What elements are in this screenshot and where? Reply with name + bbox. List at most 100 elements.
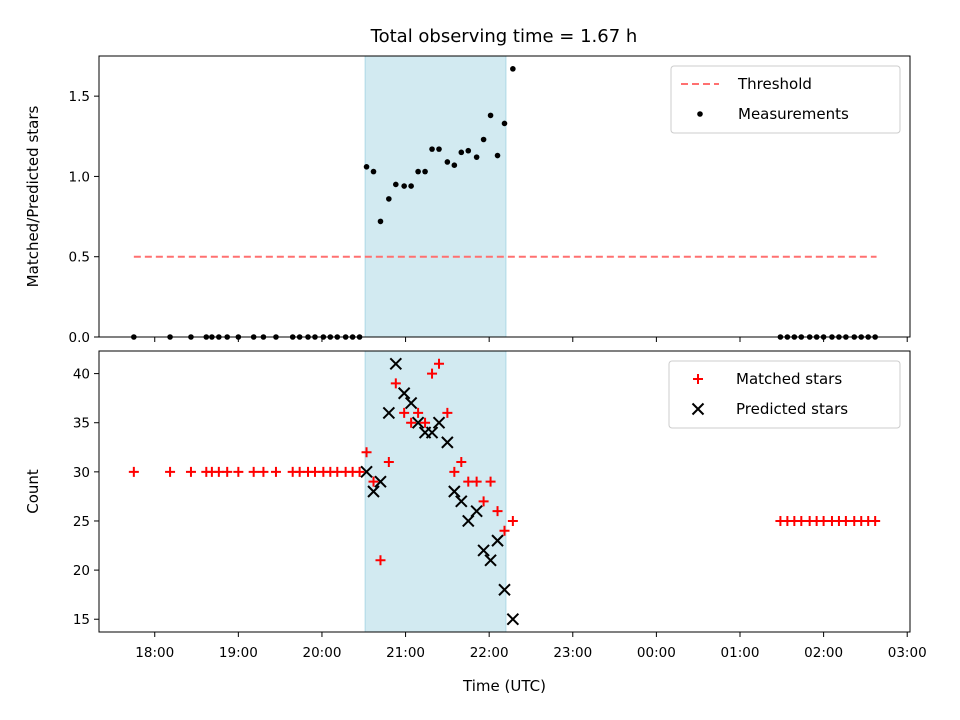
x-tick-label: 03:00 (888, 645, 927, 661)
x-tick-label: 21:00 (386, 645, 425, 661)
predicted-star-point (484, 554, 497, 567)
predicted-star-point (477, 544, 490, 557)
x-axis-label: Time (UTC) (462, 677, 546, 695)
matched-star-point (390, 378, 401, 389)
predicted-star-point (389, 357, 403, 370)
matched-star-point (248, 466, 259, 477)
legend-label: Predicted stars (736, 400, 848, 418)
legend-predicted-swatch (691, 402, 705, 416)
y-tick-label: 40 (73, 367, 90, 383)
predicted-star-point (404, 396, 418, 410)
y-tick-label: 15 (73, 612, 90, 628)
measurement-point (510, 66, 516, 72)
ratio-observing-window (364, 55, 507, 338)
predicted-star-point (411, 416, 425, 429)
matched-star-point (796, 515, 807, 526)
matched-star-point (471, 476, 482, 487)
matched-star-point (870, 515, 881, 526)
x-tick-label: 20:00 (303, 645, 342, 661)
matched-star-point (399, 407, 410, 418)
matched-star-point (368, 476, 379, 487)
x-tick-label: 18:00 (135, 645, 174, 661)
y-tick-label: 0.5 (69, 250, 90, 266)
matched-star-point (507, 515, 518, 526)
matched-star-point (463, 476, 474, 487)
matched-star-point (818, 515, 829, 526)
legend-label: Matched stars (736, 370, 842, 388)
matched-star-point (478, 496, 489, 507)
x-tick-label: 23:00 (553, 645, 592, 661)
count-series-1 (360, 357, 520, 626)
count-panel: 15 20 25 30 35 40 18:00 19:00 20:00 21:00 22:00 23:… (24, 350, 927, 695)
legend-label: Measurements (738, 105, 849, 123)
legend-label: Threshold (737, 75, 812, 93)
predicted-star-point (462, 514, 475, 528)
count-axes-frame (98, 350, 911, 633)
measurement-point (370, 168, 377, 175)
ratio-y-axis-label: Matched/Predicted stars (24, 106, 42, 288)
matched-star-point (185, 466, 196, 477)
ratio-axes-frame (98, 55, 911, 338)
matched-star-point (361, 447, 372, 458)
matched-star-point (258, 466, 269, 477)
measurement-point (480, 136, 487, 143)
y-tick-label: 1.0 (69, 169, 90, 185)
predicted-star-point (397, 387, 411, 400)
predicted-star-point (360, 465, 373, 479)
matched-star-point (332, 466, 343, 477)
matched-star-point (128, 466, 139, 477)
matched-star-point (413, 407, 424, 418)
matched-star-point (420, 417, 431, 428)
measurement-point (473, 154, 480, 160)
ratio-legend: Threshold Measurements (670, 65, 901, 134)
matched-star-point (449, 466, 460, 477)
matched-star-point (492, 506, 503, 517)
measurement-point (363, 163, 370, 170)
y-tick-label: 35 (73, 416, 90, 432)
matched-star-point (165, 466, 176, 477)
measurement-point (415, 168, 421, 175)
x-tick-label: 19:00 (219, 645, 258, 661)
measurement-point (501, 120, 508, 127)
matched-star-point (485, 476, 496, 487)
measurement-point (436, 146, 442, 152)
matched-star-point (840, 515, 851, 526)
predicted-star-point (491, 534, 504, 547)
count-legend: Matched stars Predicted stars (668, 360, 901, 429)
measurement-point (451, 162, 458, 168)
chart-title: Total observing time = 1.67 h (370, 26, 638, 47)
measurement-point (393, 181, 399, 188)
predicted-star-point (382, 406, 396, 420)
count-observing-window (364, 350, 507, 633)
matched-star-point (442, 407, 453, 418)
count-y-axis-label: Count (24, 469, 42, 514)
predicted-star-point (425, 426, 439, 439)
x-tick-label: 01:00 (721, 645, 760, 661)
legend-matched-swatch (693, 374, 703, 384)
x-tick-label: 00:00 (637, 645, 676, 661)
predicted-star-point (374, 475, 387, 488)
matched-star-point (427, 368, 438, 379)
legend-measurement-swatch (697, 111, 703, 117)
measurement-point (422, 168, 428, 175)
measurement-point (386, 196, 392, 202)
measurement-point (444, 159, 451, 165)
x-tick-label: 22:00 (470, 645, 509, 661)
predicted-star-point (367, 485, 380, 498)
predicted-star-point (441, 436, 454, 449)
y-tick-label: 25 (73, 514, 90, 530)
matched-star-point (354, 466, 365, 477)
matched-star-point (233, 466, 244, 477)
measurement-point (487, 112, 494, 119)
matched-star-point (213, 466, 224, 477)
legend-box (668, 360, 901, 429)
measurement-point (465, 147, 472, 154)
measurement-point (401, 183, 407, 189)
matched-star-point (383, 457, 394, 468)
predicted-star-point (498, 583, 511, 596)
y-tick-label: 30 (73, 465, 90, 481)
measurement-point (429, 146, 435, 152)
matched-star-point (309, 466, 320, 477)
predicted-star-point (506, 613, 520, 626)
